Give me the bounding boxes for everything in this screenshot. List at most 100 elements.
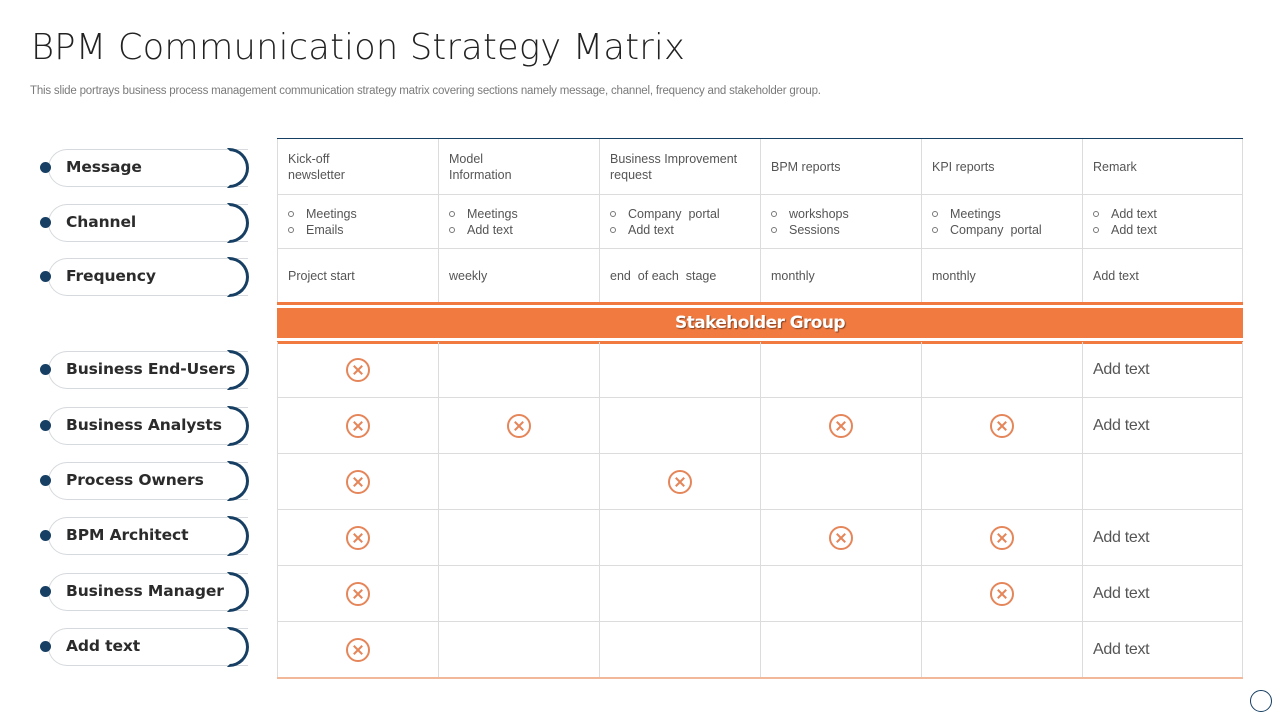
stakeholder-row: Add text — [277, 622, 1243, 678]
row-label-channel: Channel — [38, 203, 252, 243]
circle-x-icon — [507, 413, 531, 438]
message-text: Remark — [1093, 159, 1137, 174]
message-cell: BPM reports — [760, 139, 921, 194]
mark-cell — [277, 342, 438, 397]
mark-cell — [599, 510, 760, 565]
bullet-dot-icon — [40, 364, 51, 375]
remark-cell: Add text — [1082, 342, 1243, 397]
frequency-cell: Add text — [1082, 249, 1243, 302]
message-cell: Business Improvement request — [599, 139, 760, 194]
channel-cell: Meetings Emails — [277, 195, 438, 248]
row-label-text: Message — [66, 158, 142, 176]
mark-cell — [599, 454, 760, 509]
list-item: Meetings — [288, 206, 357, 222]
message-text: Model Information — [449, 151, 512, 182]
mark-cell — [760, 566, 921, 621]
mark-cell — [438, 622, 599, 677]
stakeholder-group-band: Stakeholder Group — [277, 302, 1243, 344]
circle-x-icon — [346, 581, 370, 606]
stakeholder-row — [277, 454, 1243, 510]
mark-cell — [921, 454, 1082, 509]
stakeholder-label-business-analysts: Business Analysts — [38, 406, 252, 446]
frequency-cell: Project start — [277, 249, 438, 302]
mark-cell — [921, 398, 1082, 453]
list-item: Add text — [1093, 222, 1157, 238]
mark-cell — [438, 398, 599, 453]
mark-cell — [599, 566, 760, 621]
mark-cell — [277, 398, 438, 453]
row-label-frequency: Frequency — [38, 257, 252, 297]
hollow-bullet-icon — [1093, 211, 1099, 217]
stakeholder-label-bpm-architect: BPM Architect — [38, 516, 252, 556]
mark-cell — [760, 622, 921, 677]
list-item: Add text — [1093, 206, 1157, 222]
message-cell: Kick-off newsletter — [277, 139, 438, 194]
bullet-dot-icon — [40, 217, 51, 228]
circle-x-icon — [829, 413, 853, 438]
message-cell: Remark — [1082, 139, 1243, 194]
mark-cell — [921, 622, 1082, 677]
row-label-text: Process Owners — [66, 471, 204, 489]
mark-cell — [438, 566, 599, 621]
table-top-rule — [277, 138, 1243, 139]
mark-cell — [921, 342, 1082, 397]
bullet-dot-icon — [40, 586, 51, 597]
mark-cell — [277, 454, 438, 509]
hollow-bullet-icon — [449, 211, 455, 217]
hollow-bullet-icon — [771, 227, 777, 233]
hollow-bullet-icon — [1093, 227, 1099, 233]
message-text: BPM reports — [771, 159, 841, 174]
message-text: Kick-off newsletter — [288, 151, 345, 182]
circle-x-icon — [346, 413, 370, 438]
remark-cell: Add text — [1082, 510, 1243, 565]
stakeholder-label-business-manager: Business Manager — [38, 572, 252, 612]
band-label: Stakeholder Group — [675, 313, 846, 333]
circle-x-icon — [346, 357, 370, 382]
stakeholder-row: Add text — [277, 342, 1243, 398]
channel-cell: Add text Add text — [1082, 195, 1243, 248]
bullet-dot-icon — [40, 641, 51, 652]
band-line — [277, 302, 1243, 305]
row-label-text: BPM Architect — [66, 526, 189, 544]
bullet-dot-icon — [40, 420, 51, 431]
mark-cell — [277, 510, 438, 565]
remark-cell: Add text — [1082, 566, 1243, 621]
list-item: workshops — [771, 206, 849, 222]
channel-cell: workshops Sessions — [760, 195, 921, 248]
channel-cell: Company portal Add text — [599, 195, 760, 248]
message-text: KPI reports — [932, 159, 995, 174]
mark-cell — [921, 566, 1082, 621]
frequency-cell: end of each stage — [599, 249, 760, 302]
hollow-bullet-icon — [932, 227, 938, 233]
pill-body — [48, 351, 248, 389]
pill-body — [48, 149, 248, 187]
frequency-row: Project start weekly end of each stage mont… — [277, 249, 1243, 303]
circle-x-icon — [990, 581, 1014, 606]
mark-cell — [760, 454, 921, 509]
mark-cell — [599, 622, 760, 677]
list-item: Company portal — [932, 222, 1042, 238]
frequency-cell: weekly — [438, 249, 599, 302]
row-label-text: Business Analysts — [66, 416, 222, 434]
mark-cell — [277, 622, 438, 677]
bullet-dot-icon — [40, 530, 51, 541]
row-label-text: Add text — [66, 637, 141, 655]
stakeholder-row: Add text — [277, 566, 1243, 622]
pill-body — [48, 628, 248, 666]
channel-list: Meetings Company portal — [932, 206, 1042, 238]
remark-cell — [1082, 454, 1243, 509]
page-title: BPM Communication Strategy Matrix — [31, 27, 686, 68]
pill-body — [48, 258, 248, 296]
mark-cell — [921, 510, 1082, 565]
row-label-text: Frequency — [66, 267, 156, 285]
mark-cell — [438, 454, 599, 509]
list-item: Emails — [288, 222, 357, 238]
list-item: Sessions — [771, 222, 849, 238]
hollow-bullet-icon — [288, 227, 294, 233]
channel-cell: Meetings Company portal — [921, 195, 1082, 248]
row-label-text: Business End-Users — [66, 360, 236, 378]
slide-nav-circle-icon[interactable] — [1250, 690, 1272, 712]
message-text: Business Improvement request — [610, 151, 738, 182]
channel-list: Meetings Add text — [449, 206, 518, 238]
bullet-dot-icon — [40, 271, 51, 282]
